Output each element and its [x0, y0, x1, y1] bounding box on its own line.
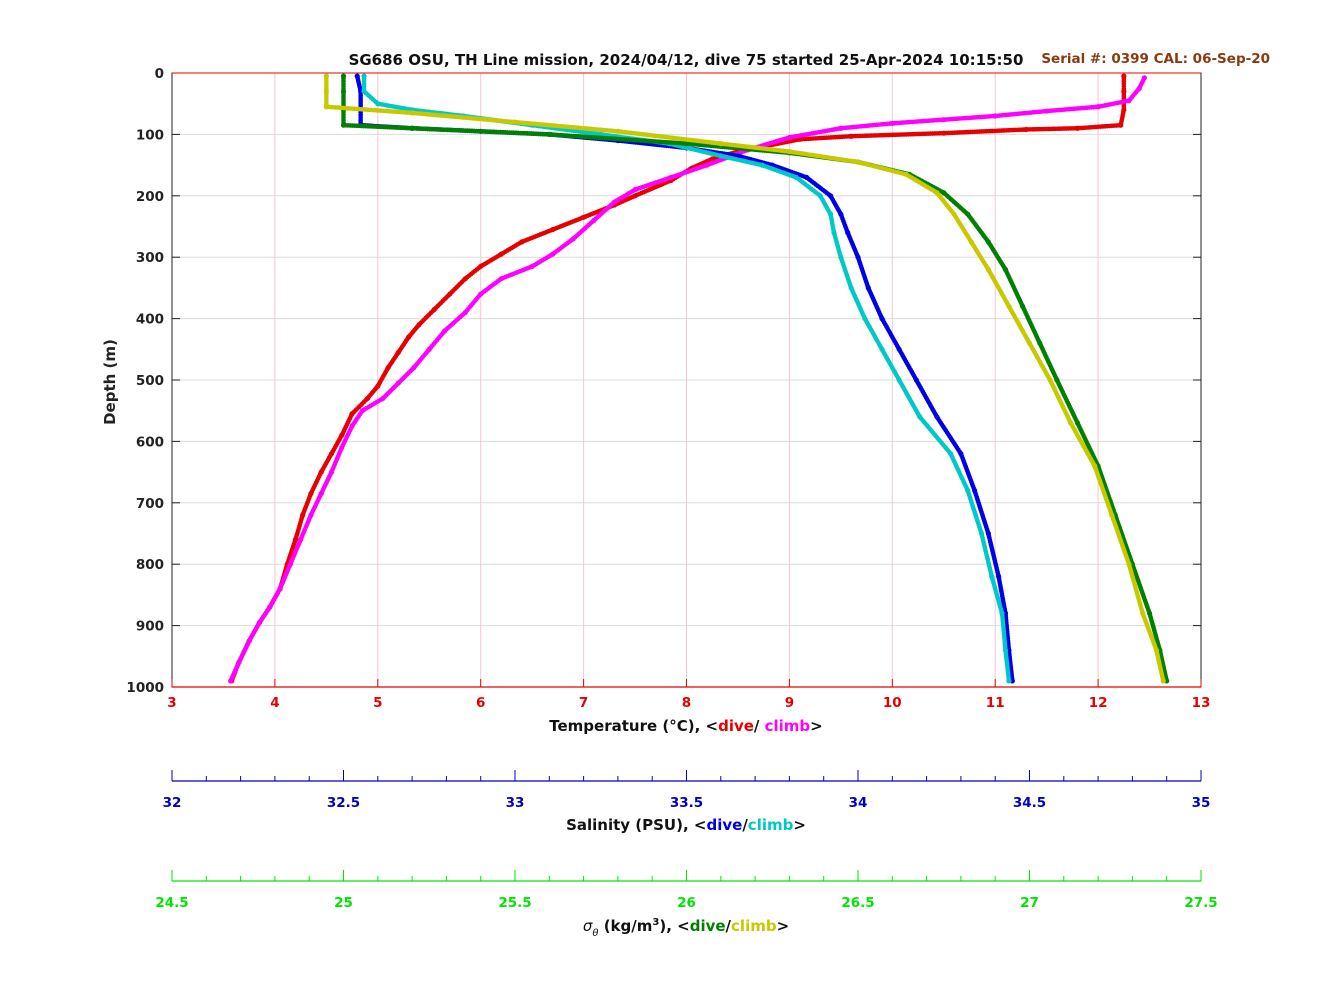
salinity-tick-label: 34.5 — [1013, 795, 1046, 811]
depth-tick-label: 200 — [136, 189, 164, 205]
depth-tick-label: 300 — [136, 250, 164, 266]
temp-dive-word: dive — [718, 717, 754, 735]
salinity-tick-label: 32.5 — [327, 795, 360, 811]
depth-tick-label: 1000 — [126, 680, 164, 696]
series-layer — [228, 73, 1170, 684]
temp_climb-point — [1141, 75, 1148, 81]
salinity-tick-label: 33.5 — [670, 795, 703, 811]
depth-axis-label: Depth (m) — [101, 339, 119, 425]
sigma-tick-label: 27.5 — [1184, 895, 1217, 911]
depth-tick-label: 0 — [155, 66, 164, 82]
depth-tick-label: 400 — [136, 312, 164, 328]
grid-lines — [172, 73, 1201, 687]
sigma-tick-label: 25.5 — [498, 895, 531, 911]
sigma-tick-label: 24.5 — [155, 895, 188, 911]
temp_dive-series — [229, 73, 1127, 684]
sal_dive-series — [354, 73, 1015, 684]
sal-climb-word: climb — [748, 816, 794, 834]
sig-dive-word: dive — [690, 917, 726, 935]
sig_climb-point — [323, 73, 329, 79]
salinity-tick-label: 32 — [163, 795, 182, 811]
salinity-tick-label: 34 — [849, 795, 868, 811]
temperature-axis-label: Temperature (°C), <dive/ climb> — [549, 717, 823, 735]
temp-tick-label: 6 — [476, 695, 485, 711]
temp_climb-series — [228, 75, 1148, 684]
temp-tick-label: 10 — [883, 695, 902, 711]
temp-climb-word: climb — [765, 717, 811, 735]
salinity-tick-label: 35 — [1192, 795, 1211, 811]
depth-tick-label: 700 — [136, 496, 164, 512]
temp-tick-label: 7 — [579, 695, 588, 711]
sigma-tick-label: 25 — [334, 895, 353, 911]
sigma-tick-label: 26.5 — [841, 895, 874, 911]
temp-tick-label: 8 — [682, 695, 691, 711]
depth-tick-label: 500 — [136, 373, 164, 389]
temp-tick-label: 13 — [1192, 695, 1211, 711]
depth-tick-label: 100 — [136, 127, 164, 143]
temp-tick-label: 4 — [270, 695, 279, 711]
temp-tick-label: 12 — [1089, 695, 1108, 711]
temp-tick-label: 3 — [167, 695, 176, 711]
sig-climb-word: climb — [731, 917, 777, 935]
chart-title: SG686 OSU, TH Line mission, 2024/04/12, … — [349, 51, 1024, 69]
depth-tick-label: 900 — [136, 619, 164, 635]
temp-tick-label: 9 — [785, 695, 794, 711]
temp-tick-label: 11 — [986, 695, 1005, 711]
sal-dive-word: dive — [706, 816, 742, 834]
depth-tick-label: 600 — [136, 434, 164, 450]
sigma-tick-label: 27 — [1020, 895, 1039, 911]
sigma-tick-label: 26 — [677, 895, 696, 911]
salinity-axis-label: Salinity (PSU), <dive/climb> — [566, 816, 806, 834]
depth-tick-label: 800 — [136, 557, 164, 573]
sal_climb-point — [361, 73, 367, 79]
sigma-axis-label: σθ (kg/m3), <dive/climb> — [583, 917, 789, 939]
salinity-tick-label: 33 — [506, 795, 525, 811]
sig_climb-series — [323, 73, 1166, 684]
temp-tick-label: 5 — [373, 695, 382, 711]
serial-cal-label: Serial #: 0399 CAL: 06-Sep-20 — [1041, 51, 1270, 67]
